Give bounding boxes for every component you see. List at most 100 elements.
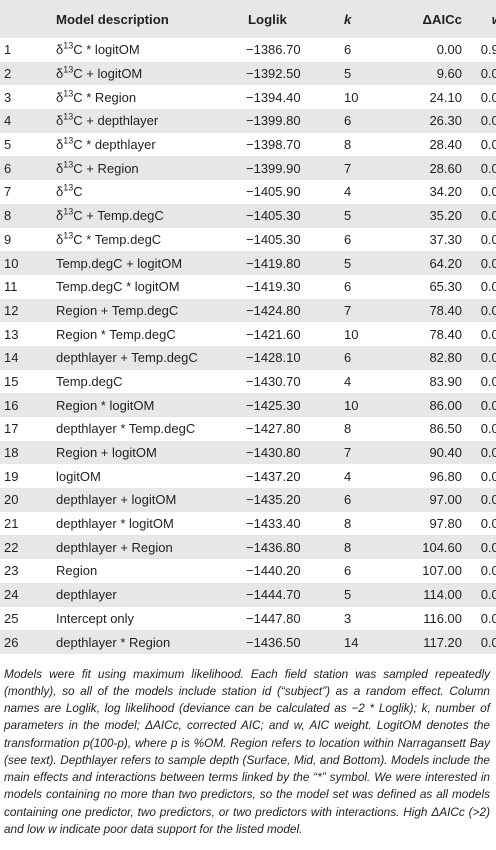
- model-description: δ13C + depthlayer: [56, 109, 246, 133]
- model-description: Region + logitOM: [56, 441, 246, 465]
- model-description: depthlayer * logitOM: [56, 512, 246, 536]
- k-value: 6: [344, 279, 352, 295]
- loglik-value: −1405.30: [246, 208, 301, 224]
- model-description: Region * logitOM: [56, 393, 246, 417]
- weight-value: 0.00: [480, 516, 496, 532]
- aicc-value: 9.60: [436, 66, 462, 82]
- weight-value: 0.00: [480, 160, 496, 176]
- k-value: 7: [344, 302, 352, 318]
- loglik-value: −1394.40: [246, 89, 301, 105]
- model-text: Temp.degC * logitOM: [56, 279, 180, 295]
- weight-value: 0.00: [480, 279, 496, 295]
- row-number: 21: [4, 516, 19, 532]
- k-value: 6: [344, 231, 352, 247]
- isotope-superscript: 13: [63, 159, 74, 170]
- weight-value: 0.00: [480, 610, 496, 626]
- loglik-value: −1437.20: [246, 468, 301, 484]
- model-text: Region + Temp.degC: [56, 302, 179, 318]
- table-row: 12 Region + Temp.degC −1424.80 7 78.40 0.00: [0, 298, 496, 323]
- model-text: depthlayer + logitOM: [56, 492, 177, 508]
- k-value: 10: [344, 326, 359, 342]
- model-text: depthlayer: [56, 587, 117, 603]
- row-number: 10: [4, 255, 19, 271]
- isotope-superscript: 13: [63, 41, 74, 52]
- row-number: 7: [4, 184, 12, 200]
- model-description: δ13C: [56, 180, 246, 204]
- model-table: Model description Loglik k ΔAICc w 1δ13C…: [0, 0, 496, 654]
- row-number: 11: [4, 279, 18, 295]
- model-description: depthlayer: [56, 583, 246, 607]
- table-row: 23 Region −1440.20 6 107.00 0.00: [0, 559, 496, 583]
- k-value: 6: [344, 42, 352, 58]
- k-value: 8: [344, 516, 352, 532]
- loglik-value: −1428.10: [246, 350, 301, 366]
- model-text-rest: C + depthlayer: [73, 113, 159, 129]
- model-description: δ13C + logitOM: [56, 62, 246, 86]
- row-number: 17: [4, 421, 19, 437]
- model-description: δ13C * Region: [56, 85, 246, 109]
- weight-value: 0.00: [480, 326, 496, 342]
- model-text-rest: C + logitOM: [73, 66, 143, 82]
- k-value: 4: [344, 373, 352, 389]
- table-row: 18 Region + logitOM −1430.80 7 90.40 0.00: [0, 440, 496, 465]
- weight-value: 0.01: [480, 66, 496, 82]
- aicc-value: 117.20: [423, 634, 462, 650]
- table-row: 14 depthlayer + Temp.degC −1428.10 6 82.80 0.…: [0, 345, 496, 370]
- model-description: depthlayer + Temp.degC: [56, 346, 246, 370]
- model-text: depthlayer + Region: [56, 539, 173, 555]
- model-text: δ: [56, 160, 64, 176]
- k-value: 7: [344, 160, 352, 176]
- weight-value: 0.00: [480, 208, 496, 224]
- aicc-value: 116.00: [423, 610, 462, 626]
- model-description: δ13C * Temp.degC: [56, 228, 246, 252]
- model-text: Region * logitOM: [56, 397, 155, 413]
- aicc-value: 86.50: [429, 421, 462, 437]
- model-description: Intercept only: [56, 607, 246, 631]
- aicc-value: 97.00: [429, 492, 462, 508]
- row-number: 2: [4, 66, 12, 82]
- aicc-value: 96.80: [429, 468, 462, 484]
- header-num: [0, 0, 56, 38]
- row-number: 16: [4, 397, 19, 413]
- model-text-rest: C * depthlayer: [73, 137, 156, 153]
- model-text-rest: C * Temp.degC: [73, 231, 162, 247]
- isotope-superscript: 13: [63, 112, 74, 123]
- loglik-value: −1386.70: [246, 42, 301, 58]
- aicc-value: 78.40: [429, 326, 462, 342]
- loglik-value: −1436.50: [246, 634, 301, 650]
- weight-value: 0.00: [480, 445, 496, 461]
- header-row: Model description Loglik k ΔAICc w: [0, 0, 496, 38]
- header-model: Model description: [56, 11, 169, 27]
- k-value: 6: [344, 350, 352, 366]
- loglik-value: −1447.80: [246, 610, 301, 626]
- model-description: depthlayer * Temp.degC: [56, 417, 246, 441]
- weight-value: 0.00: [480, 468, 496, 484]
- k-value: 5: [344, 587, 352, 603]
- isotope-superscript: 13: [63, 64, 74, 75]
- model-description: Temp.degC * logitOM: [56, 275, 246, 299]
- table-row: 20 depthlayer + logitOM −1435.20 6 97.00 0.00: [0, 488, 496, 512]
- table-row: 13 Region * Temp.degC −1421.60 10 78.40 0.00: [0, 322, 496, 346]
- row-number: 3: [4, 89, 12, 105]
- weight-value: 0.99: [480, 42, 496, 58]
- model-description: logitOM: [56, 464, 246, 488]
- header-aicc: ΔAICc: [422, 11, 462, 27]
- row-number: 19: [4, 468, 19, 484]
- model-text: δ: [56, 184, 64, 200]
- aicc-value: 0.00: [436, 42, 462, 58]
- model-text: Region: [56, 563, 98, 579]
- table-row: 15 Temp.degC −1430.70 4 83.90 0.00: [0, 369, 496, 394]
- model-text: Region + logitOM: [56, 445, 157, 461]
- model-text: δ: [56, 113, 64, 129]
- aicc-value: 78.40: [429, 302, 462, 318]
- weight-value: 0.00: [480, 587, 496, 603]
- row-number: 24: [4, 587, 19, 603]
- weight-value: 0.00: [480, 421, 496, 437]
- weight-value: 0.00: [480, 492, 496, 508]
- row-number: 1: [4, 42, 12, 58]
- loglik-value: −1405.90: [246, 184, 301, 200]
- loglik-value: −1440.20: [246, 563, 301, 579]
